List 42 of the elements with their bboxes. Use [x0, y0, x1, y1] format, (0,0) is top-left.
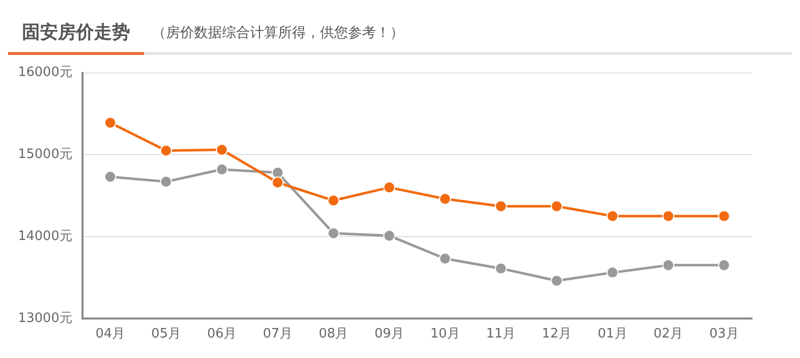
- point: [272, 166, 284, 179]
- y-tick-label: 14000元: [18, 228, 72, 244]
- x-tick-label: 09月: [374, 326, 404, 342]
- y-tick-label: 16000元: [18, 65, 72, 80]
- x-tick-label: 11月: [486, 326, 516, 342]
- point: [718, 259, 730, 272]
- point: [216, 144, 228, 156]
- point: [606, 210, 618, 222]
- point: [439, 192, 452, 205]
- point: [383, 230, 396, 242]
- x-tick-label: 10月: [430, 326, 460, 342]
- point: [160, 144, 172, 157]
- point: [216, 163, 228, 176]
- point: [104, 116, 116, 129]
- chart-title: 固安房价走势: [8, 20, 144, 55]
- point: [494, 200, 507, 212]
- x-tick-label: 04月: [95, 326, 126, 342]
- x-tick-label: 02月: [654, 326, 684, 342]
- point: [550, 274, 563, 287]
- y-tick-label: 13000元: [18, 310, 72, 326]
- x-tick-label: 07月: [262, 326, 292, 342]
- point: [550, 200, 563, 212]
- point: [662, 210, 674, 222]
- point: [383, 181, 396, 194]
- point: [327, 194, 340, 207]
- point: [327, 227, 340, 240]
- x-tick-label: 06月: [207, 326, 237, 342]
- x-tick-label: 01月: [598, 326, 628, 342]
- x-tick-label: 05月: [151, 326, 181, 342]
- point: [272, 176, 284, 188]
- point: [494, 262, 507, 274]
- x-tick-label: 12月: [542, 326, 572, 342]
- point: [606, 266, 618, 279]
- x-tick-label: 03月: [709, 326, 739, 342]
- point: [104, 170, 116, 183]
- point: [718, 210, 730, 222]
- chart-subtitle: （房价数据综合计算所得，供您参考！）: [151, 24, 404, 43]
- x-tick-label: 08月: [318, 326, 348, 342]
- y-tick-label: 15000元: [18, 147, 72, 162]
- point: [439, 252, 452, 265]
- point: [160, 176, 172, 188]
- point: [662, 259, 674, 272]
